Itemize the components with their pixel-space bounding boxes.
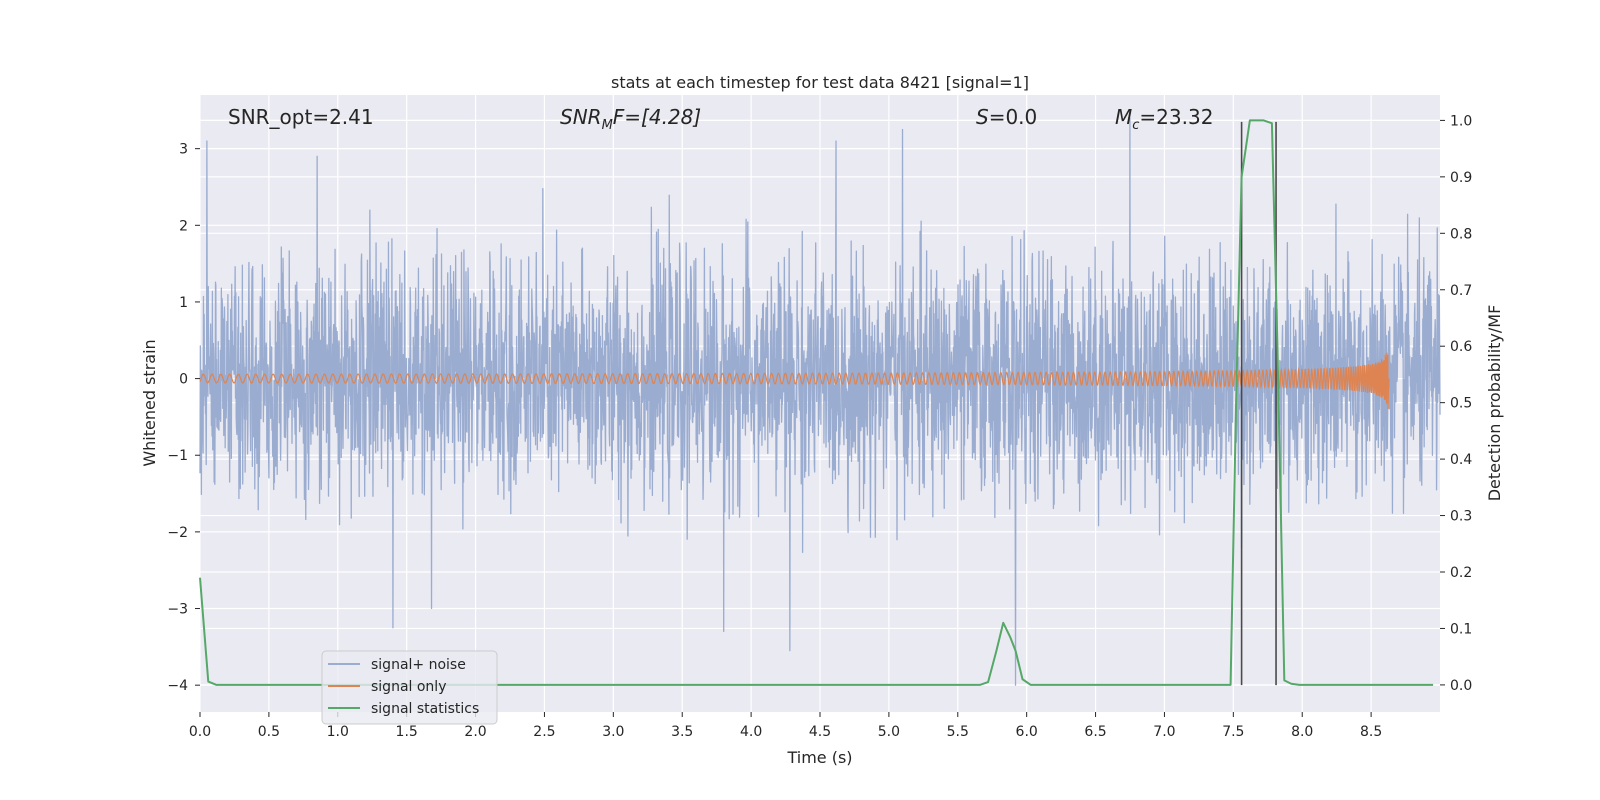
x-tick-label: 1.0 [327,724,349,740]
y2-tick-label: 0.3 [1450,509,1472,525]
chart-title: stats at each timestep for test data 842… [611,73,1029,92]
y2-tick-label: 0.2 [1450,565,1472,581]
x-tick-label: 5.0 [878,724,900,740]
annotation-mc-sub: c [1132,118,1139,133]
y2-tick-label: 1.0 [1450,113,1472,129]
annotation-snr-mf: SNRMF=[4.28] [560,105,701,133]
annotation-s-main: S [976,105,989,129]
x-tick-label: 5.5 [947,724,969,740]
y2-tick-label: 0.1 [1450,621,1472,637]
signal-statistics-line [199,119,1434,686]
y-tick-label: 0 [179,372,188,388]
y-axis-ticks: −4 −3 −2 −1 0 1 2 3 [167,142,200,694]
x-tick-label: 4.0 [740,724,762,740]
y2-tick-label: 0.7 [1450,283,1472,299]
y2-tick-label: 0.6 [1450,339,1472,355]
y-tick-label: 1 [179,295,188,311]
x-tick-label: 8.0 [1291,724,1313,740]
y2-tick-label: 0.8 [1450,226,1472,242]
legend-label-signal-only: signal only [371,679,446,695]
y-tick-label: −2 [167,525,188,541]
x-tick-label: 7.0 [1153,724,1175,740]
annotation-mc-main: M [1115,105,1132,129]
x-tick-label: 6.5 [1084,724,1106,740]
x-tick-label: 7.5 [1222,724,1244,740]
grid [199,95,1440,712]
y2-tick-label: 0.9 [1450,170,1472,186]
x-tick-label: 6.0 [1016,724,1038,740]
x-tick-label: 3.5 [671,724,693,740]
y2-tick-label: 0.0 [1450,678,1472,694]
annotation-s-rest: =0.0 [989,105,1038,129]
y-tick-label: −1 [167,448,188,464]
legend-label-signal-statistics: signal statistics [371,701,479,717]
x-tick-label: 3.0 [602,724,624,740]
x-tick-label: 2.0 [464,724,486,740]
x-tick-label: 8.5 [1360,724,1382,740]
annotation-snr-mf-sub: M [602,118,613,133]
annotation-snr-opt: SNR_opt=2.41 [228,105,374,129]
x-axis-ticks: 0.0 0.5 1.0 1.5 2.0 2.5 3.0 3.5 4.0 4.5 5.0 5.5 6.0 6… [189,712,1382,740]
x-tick-label: 0.0 [189,724,211,740]
legend-box [321,650,498,725]
y-tick-label: 3 [179,142,188,158]
x-tick-label: 2.5 [533,724,555,740]
legend-label-signal-noise: signal+ noise [371,657,466,673]
annotation-s: S=0.0 [976,105,1037,129]
y2-axis-ticks: 0.0 0.1 0.2 0.3 0.4 0.5 0.6 0.7 0.8 0.9 1.0 [1440,113,1472,694]
series-signal-noise [199,117,1441,686]
x-axis-title: Time (s) [786,748,852,767]
signal-noise-line [199,117,1441,686]
x-tick-label: 1.5 [396,724,418,740]
annotation-snr-mf-main: SNR [560,105,602,129]
y-axis-title: Whitened strain [140,339,159,466]
annotation-mc-rest: =23.32 [1139,105,1213,129]
y2-axis-title: Detection probability/MF [1485,305,1504,502]
x-tick-label: 0.5 [258,724,280,740]
series-signal-statistics [199,119,1434,686]
annotation-mc: Mc=23.32 [1115,105,1213,133]
signal-only-line [199,352,1390,409]
y-tick-label: −4 [167,678,188,694]
x-tick-label: 4.5 [809,724,831,740]
annotation-snr-mf-rest: F=[4.28] [613,105,701,129]
y-tick-label: −3 [167,602,188,618]
y2-tick-label: 0.5 [1450,396,1472,412]
legend: signal+ noise signal only signal statist… [321,650,498,725]
y2-tick-label: 0.4 [1450,452,1472,468]
y-tick-label: 2 [179,218,188,234]
series-signal-only [199,352,1390,409]
